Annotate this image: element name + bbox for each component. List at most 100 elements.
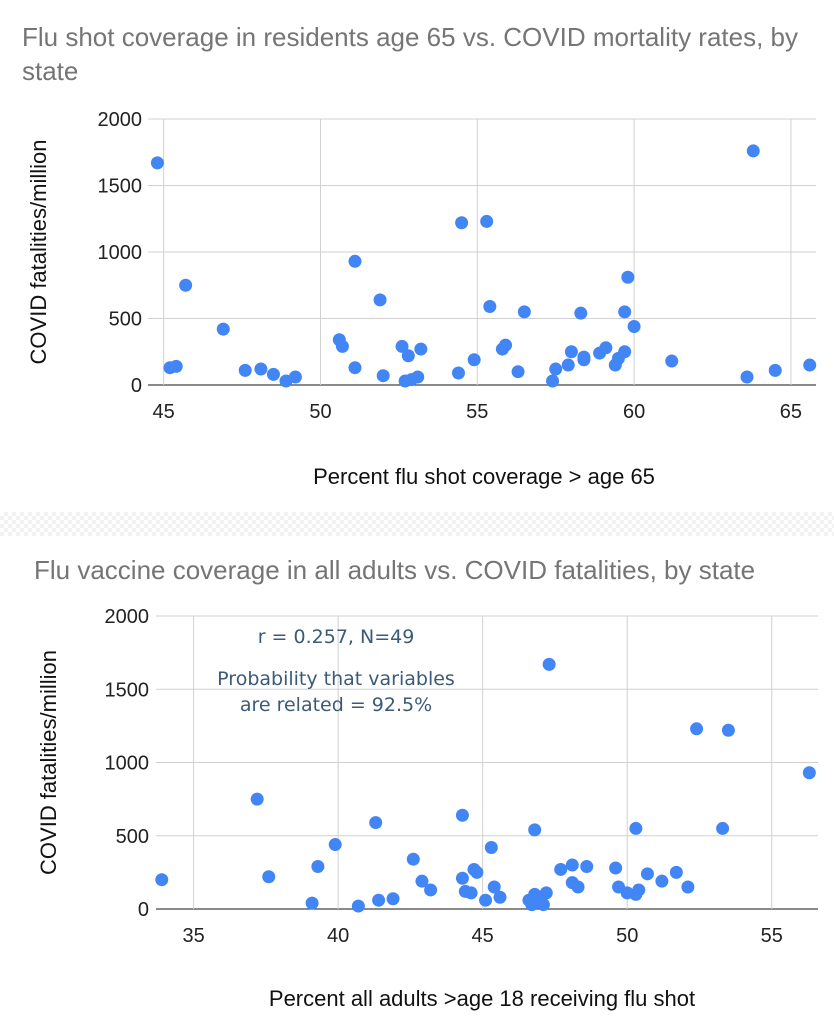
data-point xyxy=(369,816,383,830)
y-tick-label: 1500 xyxy=(105,679,150,701)
y-tick-label: 500 xyxy=(109,309,142,331)
x-tick-label: 50 xyxy=(616,925,638,947)
data-point xyxy=(467,353,481,367)
data-point xyxy=(536,898,550,912)
x-tick-label: 55 xyxy=(761,925,783,947)
data-point xyxy=(479,893,493,907)
data-point xyxy=(348,254,362,268)
y-tick-label: 500 xyxy=(116,826,149,848)
data-point xyxy=(155,873,169,887)
data-point xyxy=(464,886,478,900)
y-tick-label: 1000 xyxy=(98,242,143,264)
panel-separator xyxy=(0,512,834,536)
y-axis-title: COVID fatalities/million xyxy=(26,140,51,365)
data-point xyxy=(348,361,362,375)
data-point xyxy=(411,370,425,384)
data-point xyxy=(681,880,695,894)
data-point xyxy=(539,886,553,900)
stats-annotation-probability-value: are related = 92.5% xyxy=(240,694,432,716)
data-point xyxy=(565,858,579,872)
chart-panel-flu-65 xyxy=(0,0,834,512)
x-tick-label: 50 xyxy=(309,401,331,423)
x-tick-label: 60 xyxy=(623,401,645,423)
stats-annotation-probability: Probability that variables xyxy=(217,668,455,690)
data-point xyxy=(254,362,268,376)
data-point xyxy=(802,766,816,780)
data-point xyxy=(414,342,428,356)
data-point xyxy=(451,366,465,380)
data-point xyxy=(716,821,730,835)
data-point xyxy=(376,369,390,383)
data-point xyxy=(564,345,578,359)
data-point xyxy=(554,862,568,876)
data-point xyxy=(169,359,183,373)
data-point xyxy=(690,722,704,736)
data-point xyxy=(351,899,365,913)
data-point xyxy=(335,339,349,353)
data-point xyxy=(549,362,563,376)
x-tick-label: 45 xyxy=(153,401,175,423)
data-point xyxy=(455,808,469,822)
data-point xyxy=(511,365,525,379)
data-point xyxy=(395,339,409,353)
x-axis-title: Percent all adults >age 18 receiving flu… xyxy=(269,986,695,1011)
data-point xyxy=(609,861,623,875)
y-tick-label: 2000 xyxy=(98,109,143,131)
data-point xyxy=(216,322,230,336)
chart-title-flu-65: Flu shot coverage in residents age 65 vs… xyxy=(22,22,799,86)
data-point xyxy=(238,363,252,377)
data-point xyxy=(250,792,264,806)
data-point xyxy=(629,821,643,835)
data-point xyxy=(487,880,501,894)
y-tick-label: 1000 xyxy=(105,753,150,775)
data-point xyxy=(373,293,387,307)
data-point xyxy=(574,306,588,320)
y-tick-label: 1500 xyxy=(98,176,143,198)
data-point xyxy=(150,156,164,170)
data-point xyxy=(746,144,760,158)
x-tick-label: 65 xyxy=(780,401,802,423)
data-point xyxy=(768,363,782,377)
data-point xyxy=(328,838,342,852)
data-point xyxy=(577,350,591,364)
data-point xyxy=(493,890,507,904)
data-point xyxy=(665,354,679,368)
chart-title-flu-adults: Flu vaccine coverage in all adults vs. C… xyxy=(34,555,756,585)
x-tick-label: 55 xyxy=(466,401,488,423)
data-point xyxy=(305,896,319,910)
data-point xyxy=(483,300,497,314)
data-point xyxy=(262,870,276,884)
data-point xyxy=(621,270,635,284)
data-point xyxy=(470,865,484,879)
data-point xyxy=(480,214,494,228)
data-point xyxy=(803,358,817,372)
data-point xyxy=(484,840,498,854)
data-point xyxy=(721,723,735,737)
data-point xyxy=(401,349,415,363)
data-point xyxy=(618,305,632,319)
x-tick-label: 45 xyxy=(472,925,494,947)
data-point xyxy=(546,374,560,388)
data-point xyxy=(528,823,542,837)
y-tick-label: 0 xyxy=(131,375,142,397)
x-tick-label: 35 xyxy=(182,925,204,947)
data-point xyxy=(179,278,193,292)
data-point xyxy=(580,860,594,874)
data-point xyxy=(372,893,386,907)
data-point xyxy=(561,358,575,372)
data-point xyxy=(311,860,325,874)
data-point xyxy=(669,865,683,879)
data-point xyxy=(424,883,438,897)
x-axis-title: Percent flu shot coverage > age 65 xyxy=(313,464,655,489)
x-tick-label: 40 xyxy=(327,925,349,947)
data-point xyxy=(542,657,556,671)
y-axis-title: COVID fatalities/million xyxy=(36,650,61,875)
scatter-plot-flu-65: 0 500 1000 1500 2000 45 50 55 60 65 Percent flu sh… xyxy=(26,109,817,489)
data-point xyxy=(599,341,613,355)
data-point xyxy=(618,345,632,359)
data-point xyxy=(627,319,641,333)
y-tick-label: 2000 xyxy=(105,606,150,628)
data-point xyxy=(406,852,420,866)
data-point xyxy=(455,871,469,885)
